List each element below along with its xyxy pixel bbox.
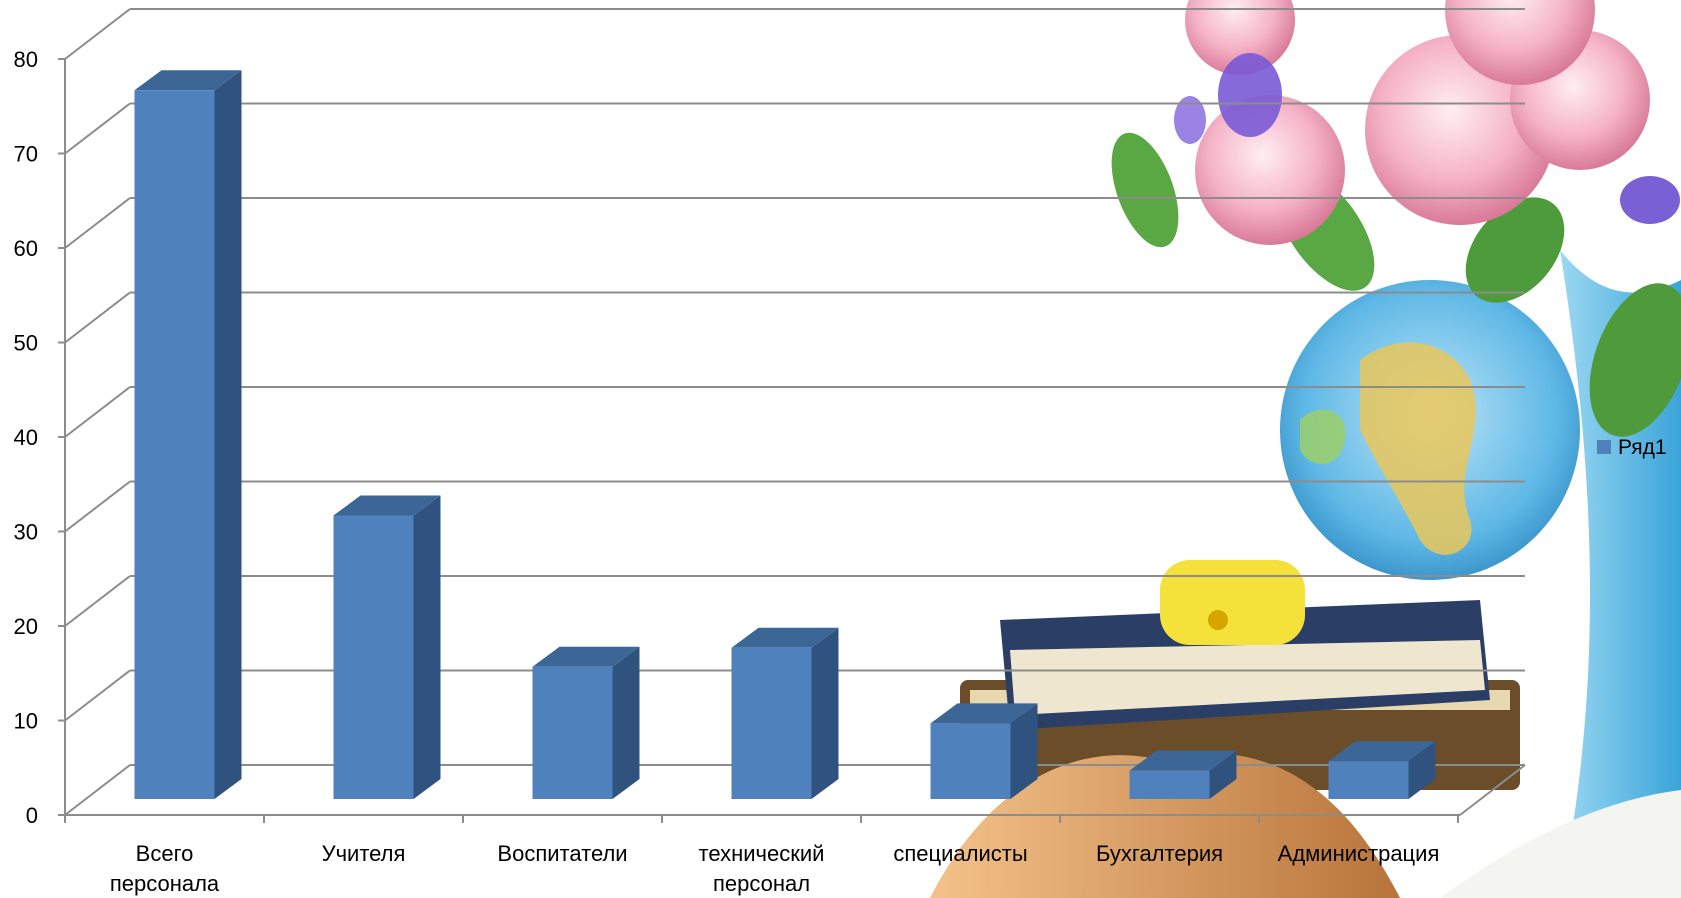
x-tick-label: Учителя xyxy=(322,841,406,866)
bar-front-face xyxy=(333,515,414,799)
x-tick-label: Бухгалтерия xyxy=(1096,841,1223,866)
legend-label: Ряд1 xyxy=(1618,436,1667,459)
bar-side-face xyxy=(1209,750,1237,799)
bar-top-face xyxy=(134,70,242,91)
gridline-diagonal xyxy=(64,291,131,344)
legend: Ряд1 xyxy=(1597,436,1667,459)
bar-front-face xyxy=(532,666,613,799)
bar-side-face xyxy=(214,70,242,799)
legend-swatch xyxy=(1597,440,1611,454)
bar xyxy=(1129,750,1237,799)
y-tick-label: 0 xyxy=(26,803,38,828)
bar-top-face xyxy=(1328,741,1436,762)
floor-edge xyxy=(1459,764,1526,816)
y-tick-label: 50 xyxy=(14,331,38,356)
violet-flower-icon xyxy=(1218,53,1282,137)
rose-icon xyxy=(1195,95,1345,245)
gridline-diagonal xyxy=(64,386,131,438)
gridline-diagonal xyxy=(64,8,131,60)
bar-top-face xyxy=(731,627,839,648)
gridline-diagonal xyxy=(64,197,131,249)
rose-icon xyxy=(1185,0,1295,75)
bar xyxy=(731,627,839,799)
bar xyxy=(333,495,441,799)
x-tick-label: Всего персонала xyxy=(110,841,220,896)
bar-front-face xyxy=(1129,770,1210,799)
bar-top-face xyxy=(930,703,1038,724)
axes: 0 10 20 30 40 50 60 70 80 xyxy=(14,47,1526,828)
bar-top-face xyxy=(1129,750,1237,771)
gridline-diagonal xyxy=(64,480,131,533)
x-tick-label: технический персонал xyxy=(699,841,825,896)
bar-side-face xyxy=(413,495,441,799)
bar xyxy=(930,703,1038,799)
x-tick-label: Администрация xyxy=(1278,841,1440,866)
bar-front-face xyxy=(930,723,1011,799)
bar-front-face xyxy=(731,647,812,799)
y-tick-label: 80 xyxy=(14,47,38,72)
bar xyxy=(532,646,640,799)
gridline-diagonal xyxy=(64,764,131,816)
gridline-diagonal xyxy=(64,102,131,155)
bar-top-face xyxy=(532,646,640,667)
bar-side-face xyxy=(1408,741,1436,799)
bar xyxy=(1328,741,1436,799)
open-book-icon xyxy=(930,753,1400,898)
bar-side-face xyxy=(1010,703,1038,799)
pencil-sharpener-icon xyxy=(1160,560,1305,645)
bars xyxy=(134,70,1436,799)
y-tick-label: 30 xyxy=(14,520,38,545)
x-tick-label: Воспитатели xyxy=(497,841,627,866)
y-tick-label: 20 xyxy=(14,614,38,639)
x-tick-label: специалисты xyxy=(893,841,1027,866)
gridline-diagonal xyxy=(64,575,131,627)
bar-side-face xyxy=(811,627,839,799)
bar-front-face xyxy=(134,90,215,799)
rose-icon xyxy=(1445,0,1595,85)
y-tick-label: 60 xyxy=(14,236,38,261)
bar-side-face xyxy=(612,646,640,799)
bar xyxy=(134,70,242,799)
bar-top-face xyxy=(333,495,441,516)
flowers-globe-books-illustration xyxy=(930,0,1681,898)
category-labels: Всего персонала Учителя Воспитатели техничес… xyxy=(110,841,1440,896)
y-tick-label: 40 xyxy=(14,425,38,450)
y-tick-label: 70 xyxy=(14,142,38,167)
y-tick-label: 10 xyxy=(14,709,38,734)
gridline-diagonal xyxy=(64,669,131,722)
bar-front-face xyxy=(1328,761,1409,799)
leaf-icon xyxy=(1589,283,1681,437)
